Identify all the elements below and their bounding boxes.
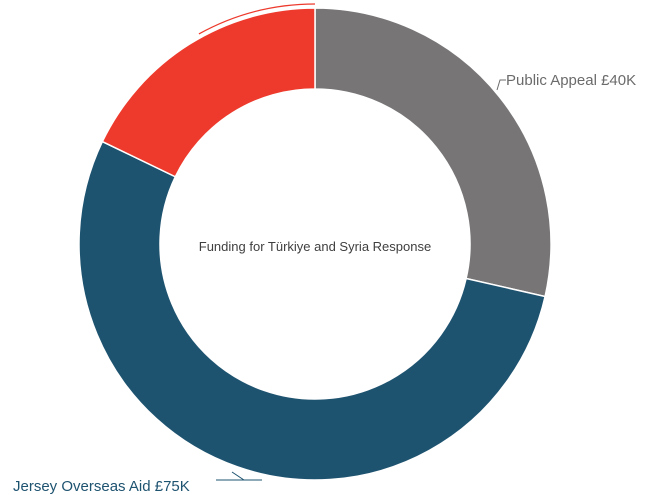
chart-title: Funding for Türkiye and Syria Response: [199, 239, 431, 254]
leader-line-public-appeal: [496, 79, 506, 91]
slice-label-public-appeal: Public Appeal £40K: [506, 72, 636, 89]
leader-lines-layer: [216, 79, 506, 481]
slice-public-appeal: [314, 7, 552, 298]
slices-layer: [78, 3, 552, 481]
slice-highlight-outline: [198, 3, 316, 35]
leader-line-jersey-overseas-aid: [216, 471, 262, 481]
slice-labels-layer: Public Appeal £40K Jersey Overseas Aid £7…: [13, 72, 636, 495]
slice-slice-2: [101, 7, 316, 178]
slice-jersey-overseas-aid: [78, 140, 546, 481]
slice-label-jersey-overseas-aid: Jersey Overseas Aid £75K: [13, 478, 190, 495]
